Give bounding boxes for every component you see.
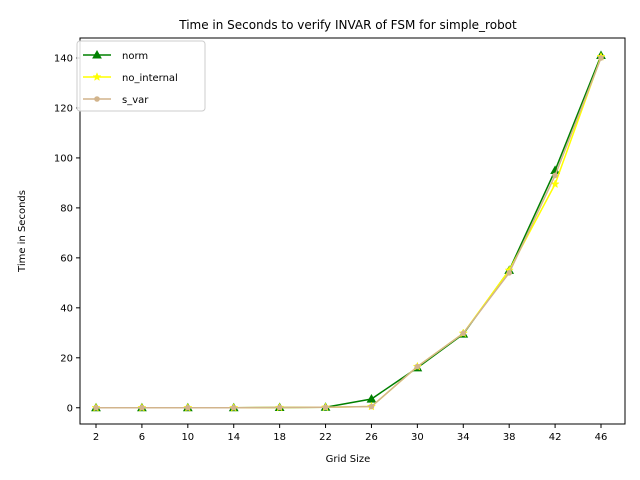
data-point <box>506 270 512 276</box>
x-tick-label: 38 <box>503 432 516 443</box>
y-tick-label: 20 <box>60 353 73 364</box>
data-point <box>598 55 604 61</box>
legend-marker <box>92 49 102 59</box>
data-point <box>139 404 145 411</box>
data-point <box>230 404 237 411</box>
y-axis-label: Time in Seconds <box>17 190 28 273</box>
legend-label: no_internal <box>122 73 178 84</box>
x-tick-label: 2 <box>93 432 99 443</box>
series-layer <box>91 50 606 412</box>
y-tick-label: 120 <box>54 103 73 114</box>
legend: norm no_internal s_var <box>76 40 206 112</box>
legend-label: norm <box>122 51 148 62</box>
legend-label: s_var <box>122 95 149 106</box>
x-tick-label: 34 <box>457 432 470 443</box>
data-point <box>460 330 467 337</box>
x-tick-label: 22 <box>319 432 332 443</box>
x-tick-label: 30 <box>411 432 424 443</box>
x-tick-label: 42 <box>549 432 562 443</box>
x-tick-label: 18 <box>273 432 286 443</box>
y-tick-label: 0 <box>67 403 73 414</box>
data-point <box>552 172 558 179</box>
series-line <box>96 57 602 409</box>
x-axis-label: Grid Size <box>326 454 371 465</box>
y-tick-label: 140 <box>54 53 73 64</box>
legend-marker <box>94 96 100 102</box>
data-point <box>185 404 191 411</box>
y-tick-label: 40 <box>60 303 73 314</box>
y-tick-label: 100 <box>54 153 73 164</box>
legend-box <box>76 40 206 112</box>
plot-area <box>79 37 626 425</box>
y-axis: 0 20 40 60 80 100 120 140 <box>54 53 80 414</box>
data-point <box>368 403 375 410</box>
data-point <box>414 363 421 370</box>
y-tick-label: 60 <box>60 253 73 264</box>
x-tick-label: 14 <box>227 432 240 443</box>
series-s_var <box>93 55 604 411</box>
chart-title: Time in Seconds to verify INVAR of FSM f… <box>178 18 517 32</box>
data-point <box>366 394 377 403</box>
legend-marker <box>92 72 102 81</box>
data-point <box>276 404 283 411</box>
plot-frame <box>79 37 626 425</box>
data-point <box>322 404 329 411</box>
x-tick-label: 10 <box>181 432 194 443</box>
x-tick-label: 46 <box>595 432 608 443</box>
x-tick-label: 26 <box>365 432 378 443</box>
x-tick-label: 6 <box>139 432 145 443</box>
x-axis: 2 6 10 14 18 22 26 30 34 38 42 46 <box>93 424 608 443</box>
data-point <box>93 404 99 411</box>
y-tick-label: 80 <box>60 203 73 214</box>
